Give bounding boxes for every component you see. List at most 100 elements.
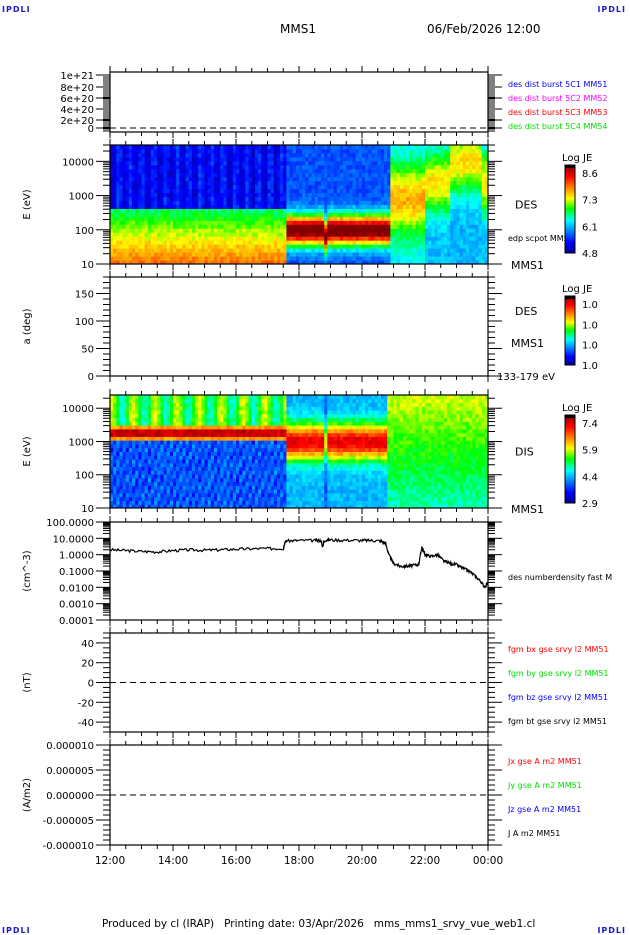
spectrogram-cell (132, 236, 136, 240)
spectrogram-cell (236, 220, 240, 224)
spectrogram-cell (318, 169, 322, 173)
spectrogram-cell (208, 205, 212, 209)
spectrogram-cell (242, 205, 246, 209)
spectrogram-cell (261, 232, 265, 236)
spectrogram-cell (387, 197, 391, 201)
spectrogram-cell (258, 189, 262, 193)
spectrogram-cell (160, 212, 164, 216)
spectrogram-cell (312, 185, 316, 189)
spectrogram-cell (353, 153, 357, 157)
spectrogram-cell (444, 177, 448, 181)
spectrogram-cell (296, 224, 300, 228)
spectrogram-cell (349, 161, 353, 165)
spectrogram-cell (151, 399, 155, 403)
spectrogram-cell (239, 212, 243, 216)
spectrogram-cell (138, 252, 142, 256)
spectrogram-cell (119, 421, 123, 425)
spectrogram-cell (255, 232, 259, 236)
spectrogram-cell (214, 153, 218, 157)
spectrogram-cell (113, 256, 117, 260)
spectrogram-cell (431, 201, 435, 205)
spectrogram-cell (195, 248, 199, 252)
spectrogram-cell (195, 463, 199, 467)
spectrogram-cell (220, 189, 224, 193)
spectrogram-cell (135, 459, 139, 463)
spectrogram-cell (160, 410, 164, 414)
spectrogram-cell (277, 153, 281, 157)
spectrogram-cell (208, 197, 212, 201)
spectrogram-cell (126, 185, 130, 189)
spectrogram-cell (201, 452, 205, 456)
spectrogram-cell (116, 165, 120, 169)
spectrogram-cell (472, 208, 476, 212)
spectrogram-cell (132, 185, 136, 189)
spectrogram-cell (394, 220, 398, 224)
spectrogram-cell (384, 161, 388, 165)
spectrogram-cell (119, 444, 123, 448)
spectrogram-cell (337, 145, 341, 149)
spectrogram-cell (119, 406, 123, 410)
spectrogram-cell (249, 252, 253, 256)
spectrogram-cell (123, 493, 127, 497)
spectrogram-cell (195, 436, 199, 440)
spectrogram-cell (123, 482, 127, 486)
spectrogram-cell (129, 177, 133, 181)
spectrogram-cell (457, 181, 461, 185)
spectrogram-cell (472, 169, 476, 173)
spectrogram-cell (384, 169, 388, 173)
spectrogram-cell (129, 493, 133, 497)
spectrogram-cell (116, 444, 120, 448)
spectrogram-cell (466, 216, 470, 220)
spectrogram-cell (343, 189, 347, 193)
spectrogram-cell (245, 145, 249, 149)
spectrogram-cell (189, 459, 193, 463)
spectrogram-cell (283, 256, 287, 260)
spectrogram-cell (160, 414, 164, 418)
spectrogram-cell (176, 406, 180, 410)
spectrogram-cell (201, 240, 205, 244)
spectrogram-cell (164, 493, 168, 497)
spectrogram-cell (441, 244, 445, 248)
spectrogram-cell (378, 197, 382, 201)
spectrogram-cell (371, 149, 375, 153)
spectrogram-cell (160, 489, 164, 493)
spectrogram-cell (258, 248, 262, 252)
spectrogram-cell (409, 228, 413, 232)
spectrogram-cell (447, 256, 451, 260)
spectrogram-cell (113, 403, 117, 407)
spectrogram-cell (217, 482, 221, 486)
spectrogram-cell (236, 256, 240, 260)
spectrogram-cell (334, 228, 338, 232)
spectrogram-cell (428, 173, 432, 177)
spectrogram-cell (160, 252, 164, 256)
spectrogram-cell (441, 240, 445, 244)
spectrogram-cell (349, 181, 353, 185)
spectrogram-cell (205, 482, 209, 486)
spectrogram-cell (113, 489, 117, 493)
spectrogram-cell (349, 240, 353, 244)
spectrogram-cell (353, 248, 357, 252)
spectrogram-cell (170, 497, 174, 501)
spectrogram-cell (242, 248, 246, 252)
spectrogram-cell (214, 448, 218, 452)
spectrogram-cell (277, 240, 281, 244)
spectrogram-cell (299, 228, 303, 232)
spectrogram-cell (154, 474, 158, 478)
spectrogram-cell (148, 414, 152, 418)
spectrogram-cell (394, 248, 398, 252)
spectrogram-cell (447, 236, 451, 240)
spectrogram-cell (394, 153, 398, 157)
spectrogram-cell (126, 406, 130, 410)
spectrogram-cell (365, 161, 369, 165)
spectrogram-cell (223, 236, 227, 240)
spectrogram-cell (201, 161, 205, 165)
spectrogram-cell (132, 493, 136, 497)
spectrogram-cell (186, 410, 190, 414)
spectrogram-cell (142, 489, 146, 493)
spectrogram-cell (340, 248, 344, 252)
spectrogram-cell (160, 173, 164, 177)
spectrogram-cell (220, 197, 224, 201)
spectrogram-cell (151, 410, 155, 414)
spectrogram-cell (305, 189, 309, 193)
spectrogram-cell (318, 240, 322, 244)
